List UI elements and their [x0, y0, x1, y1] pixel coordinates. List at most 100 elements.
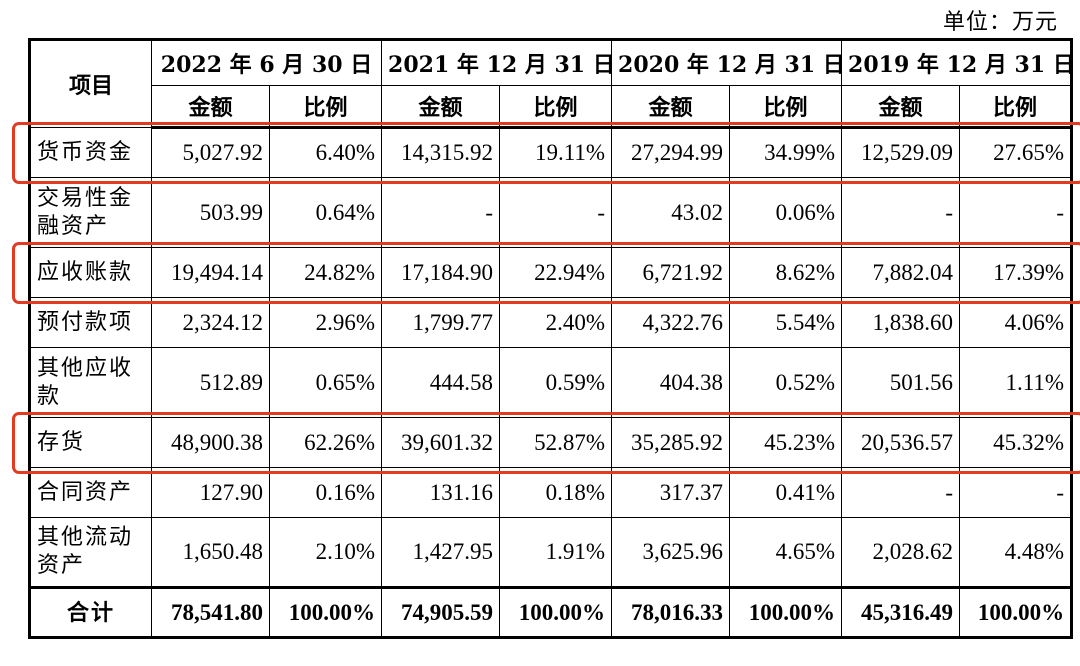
total-amount-cell: 78,541.80 — [151, 586, 270, 638]
amount-cell: 6,721.92 — [611, 247, 731, 298]
total-amount-cell: 74,905.59 — [381, 586, 501, 638]
total-ratio-cell: 100.00% — [499, 586, 613, 638]
table-row: 合同资产 127.90 0.16% 131.16 0.18% 317.37 0.41% - - — [29, 467, 1073, 518]
header-amount: 金额 — [151, 85, 270, 129]
amount-cell: 317.37 — [611, 467, 731, 518]
amount-cell: 131.16 — [381, 467, 501, 518]
ratio-cell: - — [959, 467, 1073, 518]
ratio-cell: 45.32% — [959, 417, 1073, 468]
amount-cell: 3,625.96 — [611, 517, 731, 588]
header-period: 2019 年 12 月 31 日 — [841, 39, 1073, 86]
header-period: 2020 年 12 月 31 日 — [611, 39, 843, 86]
ratio-cell: 8.62% — [729, 247, 843, 298]
ratio-cell: 34.99% — [729, 127, 843, 178]
header-amount: 金额 — [841, 85, 961, 129]
header-ratio: 比例 — [499, 85, 613, 129]
amount-cell: 1,799.77 — [381, 297, 501, 348]
ratio-cell: 2.10% — [268, 517, 383, 588]
ratio-cell: 0.59% — [499, 347, 613, 418]
row-label: 应收账款 — [29, 247, 152, 298]
header-period: 2022 年 6 月 30 日 — [150, 39, 383, 86]
ratio-cell: 45.23% — [729, 417, 843, 468]
amount-cell: 7,882.04 — [841, 247, 961, 298]
row-label: 预付款项 — [29, 297, 152, 348]
ratio-cell: 4.65% — [729, 517, 843, 588]
amount-cell: 19,494.14 — [151, 247, 270, 298]
table-row: 其他应收款 512.89 0.65% 444.58 0.59% 404.38 0.52% 50… — [29, 347, 1073, 418]
ratio-cell: 0.41% — [729, 467, 843, 518]
unit-label: 单位：万元 — [942, 10, 1058, 35]
ratio-cell: 0.18% — [499, 467, 613, 518]
amount-cell: 512.89 — [151, 347, 270, 418]
amount-cell: 4,322.76 — [611, 297, 731, 348]
table-row: 预付款项 2,324.12 2.96% 1,799.77 2.40% 4,322.76 5.… — [29, 297, 1073, 348]
amount-cell: 2,028.62 — [841, 517, 961, 588]
ratio-cell: 5.54% — [729, 297, 843, 348]
ratio-cell: 1.11% — [959, 347, 1073, 418]
ratio-cell: 52.87% — [499, 417, 613, 468]
total-row: 合计 78,541.80 100.00% 74,905.59 100.00% 78,016… — [29, 586, 1073, 638]
row-label: 交易性金融资产 — [29, 177, 152, 248]
ratio-cell: 22.94% — [499, 247, 613, 298]
amount-cell: 501.56 — [841, 347, 961, 418]
ratio-cell: 17.39% — [959, 247, 1073, 298]
row-label: 其他应收款 — [29, 347, 152, 418]
ratio-cell: 2.96% — [268, 297, 383, 348]
amount-cell: 43.02 — [611, 177, 731, 248]
amount-cell: 404.38 — [611, 347, 731, 418]
row-label: 合同资产 — [29, 467, 152, 518]
current-assets-table: 项目 2022 年 6 月 30 日 2021 年 12 月 31 日 2020… — [28, 38, 1074, 639]
table-row: 其他流动资产 1,650.48 2.10% 1,427.95 1.91% 3,625.96… — [29, 517, 1073, 588]
amount-cell: 1,838.60 — [841, 297, 961, 348]
total-amount-cell: 45,316.49 — [841, 586, 961, 638]
ratio-cell: 27.65% — [959, 127, 1073, 178]
header-period: 2021 年 12 月 31 日 — [381, 39, 613, 86]
amount-cell: 127.90 — [151, 467, 270, 518]
amount-cell: 48,900.38 — [151, 417, 270, 468]
header-item: 项目 — [29, 39, 152, 128]
amount-cell: 5,027.92 — [151, 127, 270, 178]
total-ratio-cell: 100.00% — [959, 586, 1073, 638]
ratio-cell: - — [959, 177, 1073, 248]
table-row: 存货 48,900.38 62.26% 39,601.32 52.87% 35,285.9… — [29, 417, 1073, 468]
ratio-cell: 0.65% — [268, 347, 383, 418]
ratio-cell: 0.06% — [729, 177, 843, 248]
amount-cell: 444.58 — [381, 347, 501, 418]
ratio-cell: 2.40% — [499, 297, 613, 348]
header-amount: 金额 — [381, 85, 501, 129]
ratio-cell: 4.06% — [959, 297, 1073, 348]
row-label: 货币资金 — [29, 127, 152, 178]
total-ratio-cell: 100.00% — [268, 586, 383, 638]
ratio-cell: - — [499, 177, 613, 248]
amount-cell: - — [381, 177, 501, 248]
amount-cell: - — [841, 467, 961, 518]
table-row: 应收账款 19,494.14 24.82% 17,184.90 22.94% 6,721.… — [29, 247, 1073, 298]
amount-cell: 17,184.90 — [381, 247, 501, 298]
total-amount-cell: 78,016.33 — [611, 586, 731, 638]
table-row: 交易性金融资产 503.99 0.64% - -43.02 0.06% - - — [29, 177, 1073, 248]
ratio-cell: 4.48% — [959, 517, 1073, 588]
amount-cell: 27,294.99 — [611, 127, 731, 178]
amount-cell: 1,427.95 — [381, 517, 501, 588]
amount-cell: 35,285.92 — [611, 417, 731, 468]
header-ratio: 比例 — [959, 85, 1073, 129]
amount-cell: 14,315.92 — [381, 127, 501, 178]
total-ratio-cell: 100.00% — [729, 586, 843, 638]
total-label: 合计 — [29, 586, 152, 638]
ratio-cell: 0.16% — [268, 467, 383, 518]
amount-cell: 503.99 — [151, 177, 270, 248]
amount-cell: 39,601.32 — [381, 417, 501, 468]
ratio-cell: 19.11% — [499, 127, 613, 178]
ratio-cell: 0.52% — [729, 347, 843, 418]
ratio-cell: 6.40% — [268, 127, 383, 178]
ratio-cell: 62.26% — [268, 417, 383, 468]
header-ratio: 比例 — [729, 85, 843, 129]
header-ratio: 比例 — [268, 85, 383, 129]
ratio-cell: 1.91% — [499, 517, 613, 588]
amount-cell: 2,324.12 — [151, 297, 270, 348]
amount-cell: 20,536.57 — [841, 417, 961, 468]
header-amount: 金额 — [611, 85, 731, 129]
amount-cell: 1,650.48 — [151, 517, 270, 588]
amount-cell: 12,529.09 — [841, 127, 961, 178]
row-label: 存货 — [29, 417, 152, 468]
